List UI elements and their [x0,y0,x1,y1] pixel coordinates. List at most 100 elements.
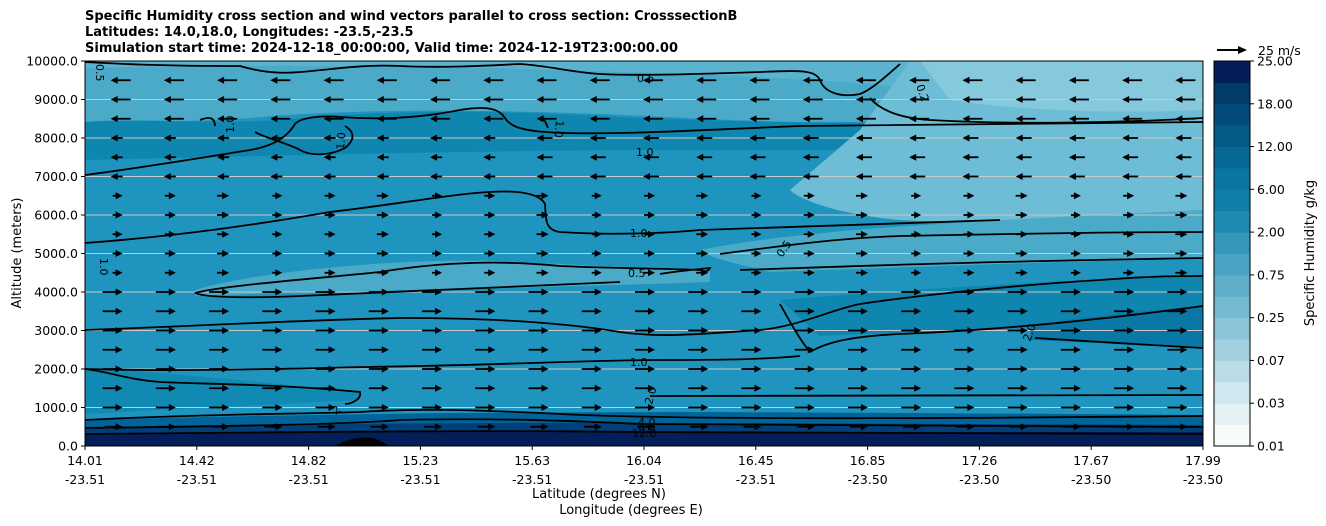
wind-arrow [794,365,815,373]
wind-arrow [315,307,336,315]
wind-arrow [1175,192,1188,200]
wind-arrow [262,404,283,411]
wind-arrow [376,250,389,257]
y-tick-label: 9000.0 [34,92,78,107]
wind-arrow [270,134,283,142]
wind-arrow [794,327,815,334]
wind-arrow [110,115,131,123]
wind-arrow [422,288,443,296]
wind-arrow [589,153,606,161]
wind-arrow [432,269,443,277]
wind-arrow [262,365,283,373]
wind-arrow [536,76,557,84]
wind-arrow [484,250,496,257]
wind-arrow [847,327,868,334]
wind-arrow [909,96,930,103]
wind-arrow [432,192,443,200]
wind-arrow [368,404,389,411]
wind-arrow [376,173,389,180]
wind-arrow [376,192,389,200]
colorbar-band [1214,167,1250,190]
wind-arrow [741,346,762,354]
wind-arrow [635,404,655,411]
wind-arrow [749,76,770,84]
wind-arrow [1167,346,1188,354]
wind-arrow [155,327,176,334]
wind-arrow [163,115,184,123]
wind-arrow [475,384,496,392]
wind-arrow [1060,307,1081,315]
wind-arrow [262,327,283,334]
chart-title: Specific Humidity cross section and wind… [85,9,737,57]
wind-arrow [217,230,230,238]
wind-arrow [1060,327,1081,334]
wind-arrow [536,250,549,257]
wind-arrow [376,96,397,103]
wind-arrow [963,192,975,200]
wind-arrow [802,134,819,142]
wind-arrow [751,230,762,238]
x-tick-lon: -23.51 [288,472,328,487]
wind-arrow [802,96,823,103]
wind-arrow [211,423,230,431]
wind-arrow [962,134,979,142]
wind-arrow [475,307,496,315]
wind-arrow [1015,153,1032,161]
wind-arrow [272,192,283,200]
x-axis-label-lat: Latitude (degrees N) [532,487,666,502]
colorbar-label: Specific Humidity g/kg [1303,180,1318,326]
wind-arrow [217,173,230,180]
wind-arrow [536,173,553,180]
wind-arrow [589,173,606,180]
wind-arrow [635,307,655,315]
wind-arrow [901,404,922,411]
colorbar-tick-label: 0.03 [1257,396,1285,411]
wind-arrow [1122,76,1143,84]
wind-arrow [262,307,283,315]
colorbar-band [1214,125,1250,148]
colorbar-tick-label: 2.00 [1257,225,1285,240]
colorbar-band [1214,146,1250,169]
x-axis-label-lon: Longitude (degrees E) [559,503,703,518]
wind-arrow [209,404,230,411]
y-tick-label: 0.0 [58,439,78,454]
wind-arrow [272,211,283,219]
wind-arrow [1122,173,1139,180]
wind-arrow [209,365,230,373]
wind-arrow [1175,173,1192,180]
wind-arrow [589,115,610,123]
x-tick-lon: -23.51 [736,472,776,487]
wind-arrow [1060,404,1081,411]
wind-arrow [102,365,123,373]
wind-arrow [954,307,975,315]
wind-arrow [370,423,389,431]
wind-arrow [1122,96,1143,103]
wind-arrow [270,173,283,180]
wind-arrow [741,327,762,334]
wind-arrow [528,346,549,354]
wind-arrow [483,153,496,161]
wind-arrow [963,250,975,257]
contour-label: 2.0 [642,386,659,406]
wind-arrow [911,269,922,277]
wind-arrow [422,307,443,315]
colorbar-tick-label: 0.75 [1257,267,1285,282]
wind-arrow [1167,365,1188,373]
wind-arrow [1175,76,1196,84]
wind-arrow [581,346,602,354]
wind-arrow [272,269,283,277]
colorbar-tick-label: 18.00 [1257,96,1293,111]
wind-arrow [376,269,389,277]
wind-arrow [847,384,868,392]
wind-arrow [1114,404,1135,411]
wind-arrow [1116,423,1135,431]
x-tick-lat: 14.01 [67,453,103,468]
colorbar-band [1214,381,1250,404]
x-tick-lon: -23.50 [959,472,999,487]
wind-arrow [1007,327,1028,334]
colorbar-band [1214,360,1250,383]
wind-arrow [963,230,975,238]
wind-arrow [643,96,663,103]
wind-arrow [315,404,336,411]
